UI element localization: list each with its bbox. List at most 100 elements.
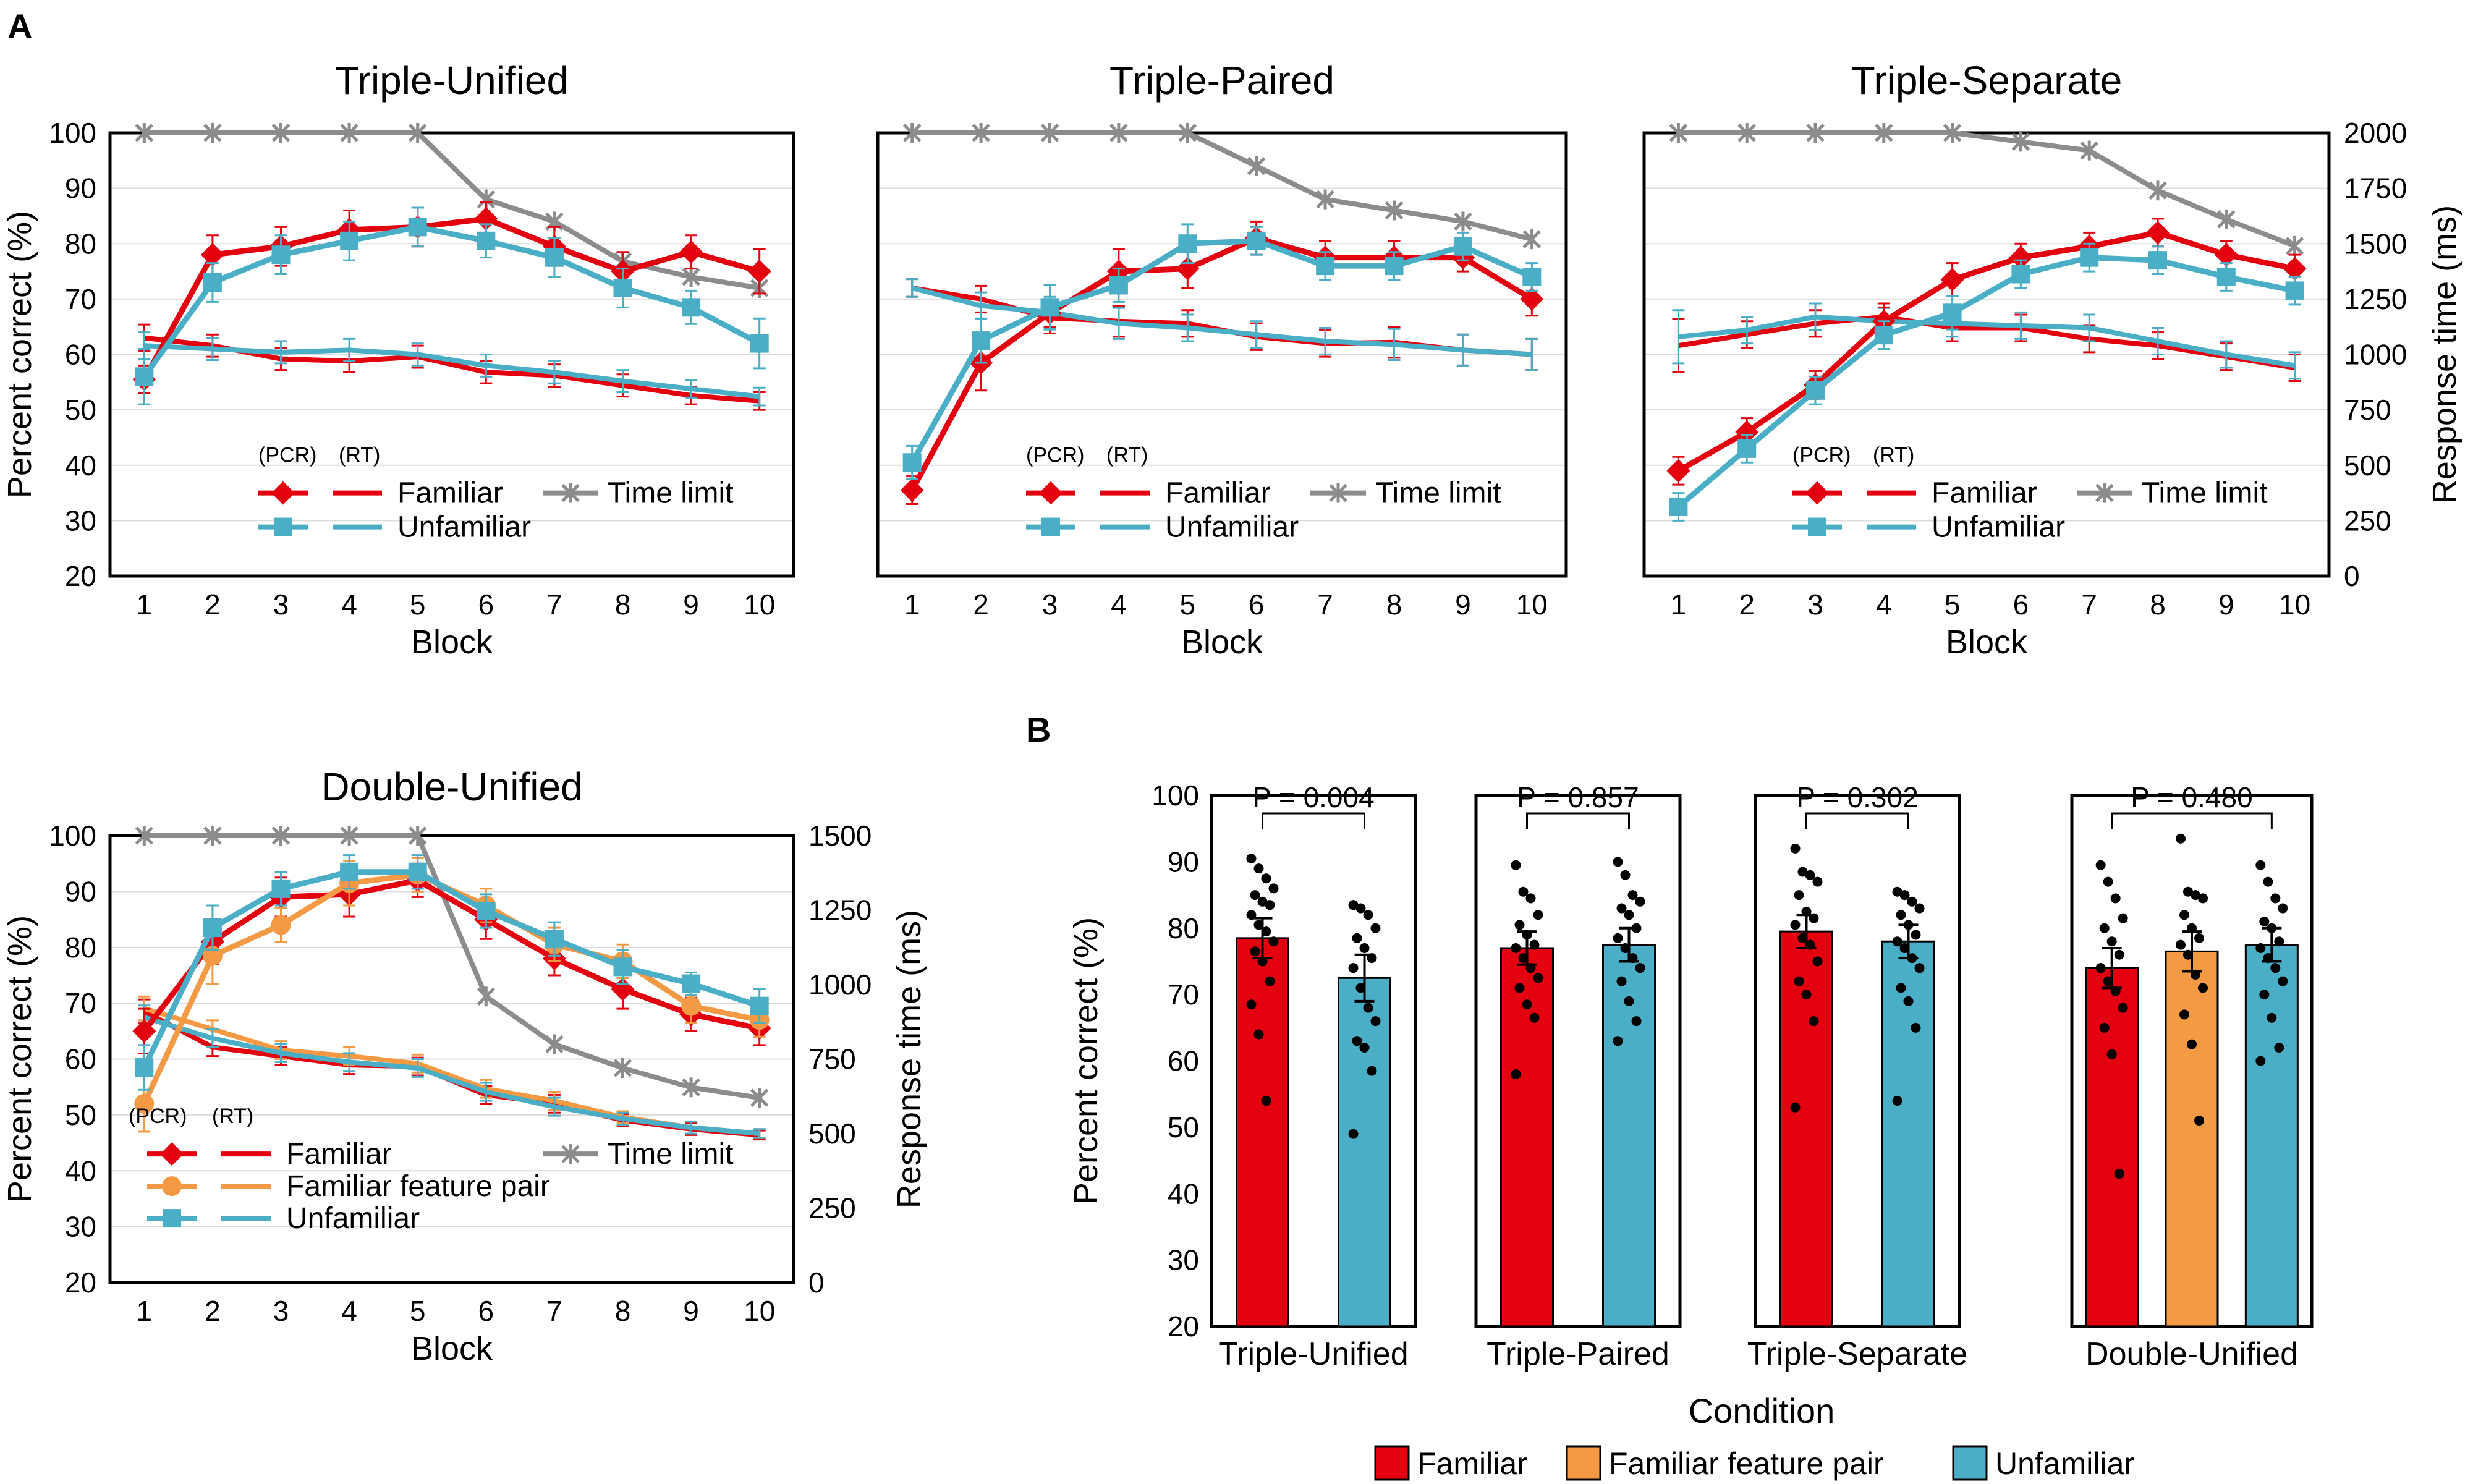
x-tick-label: 5: [1945, 588, 1961, 621]
legend-header-pcr: (PCR): [258, 444, 316, 467]
data-point: [2080, 248, 2099, 267]
series-line: [142, 869, 761, 1069]
data-point: [271, 915, 291, 935]
chart-bars: 20 30 40 50 60 70 80 90 100 Percent correct (%) P …: [1067, 779, 2314, 1481]
series-line: [1678, 314, 2296, 370]
data-point: [135, 1058, 154, 1077]
data-point: [2255, 1056, 2266, 1066]
data-point: [1316, 189, 1334, 210]
data-point: [1178, 123, 1197, 143]
data-point: [271, 123, 291, 143]
data-point: [1899, 943, 1910, 953]
y-tick-label: 90: [65, 172, 96, 205]
error-bar: [1319, 326, 1332, 355]
data-point: [1518, 886, 1529, 897]
legend-label: Unfamiliar: [1165, 511, 1299, 544]
data-point: [2191, 890, 2200, 901]
chart-triple-separate: Triple-Separate 1 2 3 4 5 6 7 8 9 10 Block 0 250 500 75…: [1642, 58, 2463, 661]
error-bar: [2083, 313, 2096, 342]
data-point: [1892, 1095, 1902, 1106]
y-tick-label: 70: [1168, 978, 1199, 1011]
error-bar: [411, 1058, 424, 1078]
error-bar: [685, 1121, 698, 1135]
legend-tl-marker: [2095, 483, 2114, 503]
legend-header-rt: (RT): [1873, 444, 1914, 467]
data-point: [1359, 1043, 1370, 1053]
y2-tick-label: 0: [2344, 560, 2360, 592]
data-point: [747, 260, 771, 284]
legend-label: Unfamiliar: [286, 1202, 420, 1235]
data-point: [972, 331, 991, 350]
data-point: [682, 1077, 700, 1098]
significance-bracket: [1805, 812, 1909, 829]
data-point: [477, 902, 496, 921]
data-point: [1806, 123, 1825, 143]
x-tick-label: 6: [1249, 588, 1265, 621]
data-point: [1914, 963, 1925, 973]
p-value-label: P = 0.004: [1252, 781, 1374, 813]
bar-group: P = 0.004 Triple-Unified: [1210, 781, 1417, 1372]
legend-tl-marker: [561, 483, 580, 503]
data-point: [1525, 963, 1536, 973]
group-label: Triple-Paired: [1487, 1336, 1669, 1372]
data-point: [135, 123, 154, 143]
data-point: [1520, 287, 1544, 311]
y-tick-label: 90: [65, 875, 96, 907]
x-tick-label: 8: [2150, 588, 2166, 621]
data-point: [2216, 268, 2236, 287]
x-tick-label: 8: [1386, 588, 1402, 621]
data-point: [2263, 876, 2273, 887]
data-point: [1790, 1102, 1801, 1113]
data-point: [1620, 943, 1631, 953]
data-point: [408, 218, 427, 237]
data-point: [1518, 953, 1529, 964]
data-point: [613, 278, 632, 297]
data-point: [2103, 976, 2113, 986]
y-tick-label: 70: [65, 987, 96, 1019]
x-tick-label: 8: [615, 588, 631, 621]
data-point: [1624, 910, 1634, 920]
data-point: [1370, 1016, 1381, 1027]
data-point: [203, 123, 222, 143]
legend-pcr-marker: [271, 481, 295, 505]
data-point: [1522, 229, 1542, 250]
data-point: [1359, 943, 1370, 953]
y-tick-label: 80: [65, 931, 96, 964]
x-tick-label: 5: [410, 1295, 426, 1327]
error-bar: [685, 379, 698, 399]
p-value-label: P = 0.302: [1796, 781, 1918, 813]
x-tick-label: 6: [478, 1295, 494, 1327]
plot-frame: [108, 131, 795, 578]
data-point: [2198, 983, 2208, 993]
data-point: [1261, 1095, 1271, 1106]
legend-label: Familiar: [397, 477, 503, 510]
data-point: [750, 334, 769, 353]
data-point: [2114, 1169, 2124, 1179]
data-point: [2099, 923, 2110, 933]
data-point: [2285, 235, 2304, 256]
data-point: [1624, 996, 1634, 1006]
chart-triple-unified: Triple-Unified 1 2 3 4 5 6 7 8 9 10 Block 20 30 40 50 60…: [1, 58, 795, 661]
data-point: [2263, 953, 2273, 964]
data-point: [340, 862, 359, 881]
data-point: [1257, 956, 1268, 967]
group-label: Triple-Unified: [1218, 1336, 1408, 1372]
data-point: [2080, 140, 2098, 161]
y-tick-label: 70: [65, 283, 96, 315]
data-point: [2255, 860, 2266, 870]
data-point: [340, 123, 358, 143]
legend-tl-marker: [561, 1144, 580, 1164]
data-point: [1040, 123, 1059, 143]
series-unf_pcr: [902, 223, 1542, 480]
x-axis-label: Block: [1946, 624, 2028, 661]
x-tick-label: 4: [341, 588, 357, 621]
data-point: [2187, 923, 2197, 933]
legend-tl-marker: [1329, 483, 1347, 503]
data-point: [1627, 890, 1638, 901]
data-point: [2009, 245, 2033, 269]
series-unf_rt: [138, 331, 766, 407]
